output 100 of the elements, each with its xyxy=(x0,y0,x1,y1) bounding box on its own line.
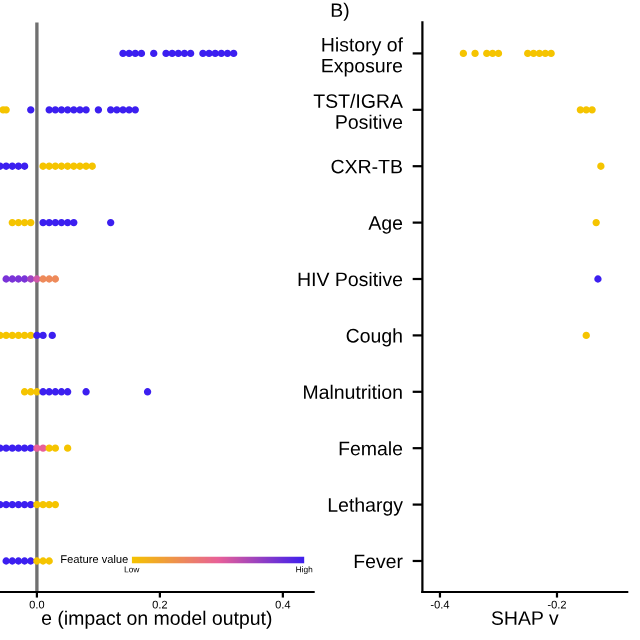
point xyxy=(82,388,90,396)
point xyxy=(14,500,23,509)
point xyxy=(57,218,66,227)
y-tick-label: Age xyxy=(368,216,403,234)
point xyxy=(33,557,41,565)
y-tick-label: Female xyxy=(339,441,403,456)
point xyxy=(137,49,146,58)
point xyxy=(483,49,491,58)
point xyxy=(63,444,72,452)
point xyxy=(27,331,35,340)
point xyxy=(27,388,35,396)
point xyxy=(39,500,47,509)
y-tick-label: HIV Positive xyxy=(298,271,403,287)
point xyxy=(33,388,41,396)
point xyxy=(113,106,121,114)
point xyxy=(33,275,41,283)
y-tick-label: Lethargy xyxy=(328,497,403,516)
point xyxy=(168,49,176,58)
point xyxy=(199,49,207,58)
point xyxy=(131,106,139,114)
point xyxy=(459,49,468,58)
point xyxy=(119,49,127,58)
point xyxy=(48,331,56,340)
point xyxy=(27,275,35,283)
point xyxy=(63,106,72,114)
point xyxy=(63,388,72,396)
point xyxy=(174,49,182,58)
point xyxy=(131,49,139,58)
point xyxy=(39,444,47,452)
y-tick-label: Cough xyxy=(346,328,402,347)
point xyxy=(51,275,60,283)
point xyxy=(76,106,84,114)
point xyxy=(14,331,23,340)
point xyxy=(27,500,35,509)
point xyxy=(45,106,53,114)
point xyxy=(39,218,47,227)
point xyxy=(45,388,53,396)
point xyxy=(8,218,16,227)
point xyxy=(547,49,555,58)
point xyxy=(594,275,602,283)
point xyxy=(63,218,72,227)
point xyxy=(39,275,47,283)
point xyxy=(20,388,29,396)
point xyxy=(33,444,41,452)
point xyxy=(2,275,10,283)
point xyxy=(27,218,35,227)
point xyxy=(45,162,53,170)
y-tick-label: History of Exposure xyxy=(322,37,403,77)
point xyxy=(186,49,195,58)
point xyxy=(588,106,596,114)
point xyxy=(39,331,47,340)
point xyxy=(27,106,35,114)
point xyxy=(76,162,84,170)
point xyxy=(2,500,10,509)
point xyxy=(229,49,238,58)
point xyxy=(45,218,53,227)
point xyxy=(180,49,189,58)
point xyxy=(51,218,60,227)
point xyxy=(494,49,503,58)
point xyxy=(125,106,133,114)
point xyxy=(51,500,60,509)
point xyxy=(8,331,16,340)
point xyxy=(88,162,96,170)
point xyxy=(27,557,35,565)
point xyxy=(20,500,29,509)
point xyxy=(119,106,127,114)
point xyxy=(20,444,29,452)
point xyxy=(63,162,72,170)
point xyxy=(2,162,10,170)
point xyxy=(70,218,78,227)
point xyxy=(45,500,53,509)
point xyxy=(20,162,29,170)
point xyxy=(592,218,600,227)
point xyxy=(524,49,532,58)
point xyxy=(8,162,16,170)
point xyxy=(597,162,605,170)
point xyxy=(471,49,479,58)
point xyxy=(2,444,10,452)
point xyxy=(45,557,53,565)
point xyxy=(223,49,232,58)
point xyxy=(39,162,47,170)
point xyxy=(94,106,103,114)
point xyxy=(45,444,53,452)
point xyxy=(51,444,60,452)
point xyxy=(125,49,133,58)
point xyxy=(535,49,544,58)
point xyxy=(8,500,16,509)
point xyxy=(27,444,35,452)
point xyxy=(107,106,115,114)
point xyxy=(143,388,152,396)
point xyxy=(20,218,29,227)
point xyxy=(33,331,41,340)
point xyxy=(162,49,170,58)
y-tick-label: TST/IGRA Positive xyxy=(313,93,403,129)
point xyxy=(33,500,41,509)
point xyxy=(20,331,29,340)
x-axis-title: SHAP v xyxy=(491,611,559,625)
point xyxy=(45,275,53,283)
y-tick-label: Fever xyxy=(354,554,403,569)
point xyxy=(582,331,590,340)
